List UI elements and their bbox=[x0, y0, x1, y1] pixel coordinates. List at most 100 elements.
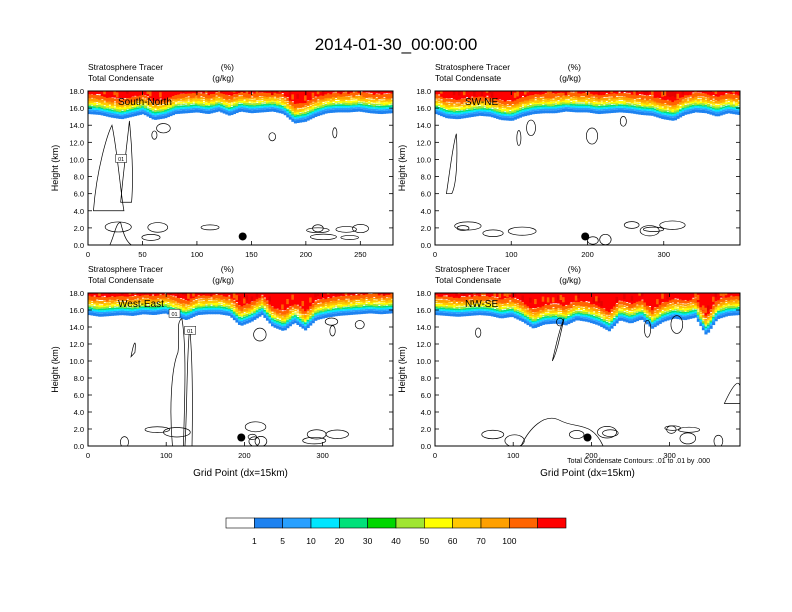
tracer-cell bbox=[643, 99, 647, 103]
tracer-cell bbox=[268, 303, 272, 309]
tracer-cell bbox=[189, 93, 193, 99]
tracer-cell bbox=[250, 310, 254, 312]
tracer-cell bbox=[442, 307, 446, 310]
tracer-cell bbox=[387, 302, 392, 304]
tracer-cell bbox=[595, 100, 599, 102]
tracer-cell bbox=[90, 299, 94, 302]
tracer-cell bbox=[455, 310, 459, 313]
tracer-cell bbox=[712, 99, 716, 102]
tracer-cell bbox=[521, 308, 525, 312]
tracer-cell bbox=[493, 109, 497, 112]
tracer-cell bbox=[232, 293, 237, 299]
tracer-cell bbox=[544, 91, 548, 94]
tracer-cell bbox=[661, 312, 665, 315]
tracer-cell bbox=[316, 300, 320, 304]
tracer-cell bbox=[377, 104, 381, 106]
tracer-cell bbox=[370, 299, 374, 304]
tracer-cell bbox=[118, 295, 122, 301]
tracer-cell bbox=[237, 105, 242, 108]
tracer-cell bbox=[161, 294, 165, 299]
tracer-cell bbox=[309, 309, 313, 313]
tracer-cell bbox=[651, 109, 655, 112]
tracer-cell bbox=[367, 303, 371, 306]
tracer-cell bbox=[557, 316, 561, 318]
tracer-cell bbox=[332, 306, 336, 308]
tracer-cell bbox=[141, 107, 145, 110]
tracer-cell bbox=[493, 301, 497, 303]
tracer-cell bbox=[628, 316, 632, 319]
tracer-cell bbox=[452, 103, 456, 105]
tracer-cell bbox=[156, 99, 160, 104]
tracer-cell bbox=[579, 312, 584, 315]
tracer-cell bbox=[174, 104, 178, 107]
tracer-cell bbox=[534, 314, 538, 318]
tracer-cell bbox=[602, 322, 606, 324]
tracer-cell bbox=[704, 101, 708, 104]
tracer-cell bbox=[108, 107, 112, 109]
tracer-cell bbox=[605, 110, 609, 114]
tracer-cell bbox=[620, 100, 624, 104]
tracer-cell bbox=[496, 99, 500, 103]
tracer-cell bbox=[590, 303, 594, 308]
tracer-cell bbox=[230, 91, 234, 96]
tracer-cell bbox=[385, 293, 389, 295]
tracer-cell bbox=[314, 107, 318, 109]
tracer-cell bbox=[271, 100, 275, 102]
tracer-cell bbox=[574, 102, 578, 104]
tracer-cell bbox=[546, 297, 550, 303]
tracer-cell bbox=[197, 308, 201, 311]
tracer-cell bbox=[258, 98, 262, 101]
x-tick-label: 200 bbox=[300, 250, 313, 259]
tracer-cell bbox=[354, 105, 359, 108]
tracer-cell bbox=[498, 306, 502, 309]
tracer-cell bbox=[182, 311, 186, 313]
tracer-cell bbox=[357, 293, 361, 296]
tracer-cell bbox=[727, 108, 731, 111]
tracer-cell bbox=[377, 107, 381, 110]
tracer-cell bbox=[260, 310, 264, 313]
tracer-cell bbox=[154, 106, 158, 108]
tracer-cell bbox=[296, 318, 300, 321]
tracer-cell bbox=[156, 293, 160, 296]
tracer-cell bbox=[306, 106, 310, 109]
tracer-cell bbox=[204, 300, 209, 304]
tracer-cell bbox=[689, 102, 693, 104]
tracer-cell bbox=[470, 299, 474, 303]
tracer-cell bbox=[268, 98, 272, 102]
tracer-cell bbox=[138, 99, 142, 103]
tracer-cell bbox=[255, 302, 259, 306]
tracer-cell bbox=[577, 312, 581, 315]
tracer-cell bbox=[554, 307, 558, 311]
tracer-cell bbox=[332, 99, 336, 102]
tracer-cell bbox=[93, 296, 97, 302]
tracer-cell bbox=[143, 112, 148, 116]
tracer-cell bbox=[126, 309, 130, 311]
tracer-cell bbox=[562, 311, 566, 315]
tracer-cell bbox=[612, 316, 617, 318]
tracer-cell bbox=[248, 108, 252, 110]
tracer-cell bbox=[488, 302, 492, 304]
tracer-cell bbox=[329, 103, 333, 106]
tracer-cell bbox=[202, 293, 206, 295]
tracer-cell bbox=[359, 307, 364, 310]
tracer-cell bbox=[584, 100, 589, 104]
tracer-cell bbox=[204, 91, 209, 94]
tracer-cell bbox=[529, 307, 533, 311]
tracer-cell bbox=[597, 319, 601, 321]
tracer-cell bbox=[539, 108, 543, 111]
tracer-cell bbox=[727, 99, 731, 101]
tracer-cell bbox=[694, 91, 698, 93]
tracer-cell bbox=[304, 95, 308, 101]
tracer-cell bbox=[192, 106, 196, 108]
tracer-cell bbox=[227, 104, 231, 107]
tracer-cell bbox=[151, 112, 155, 115]
tracer-cell bbox=[496, 312, 500, 315]
tracer-cell bbox=[450, 302, 454, 306]
tracer-cell bbox=[105, 108, 109, 111]
tracer-cell bbox=[306, 323, 310, 326]
tracer-cell bbox=[189, 97, 193, 100]
tracer-cell bbox=[95, 306, 99, 310]
tracer-cell bbox=[283, 95, 287, 99]
tracer-cell bbox=[230, 106, 234, 109]
